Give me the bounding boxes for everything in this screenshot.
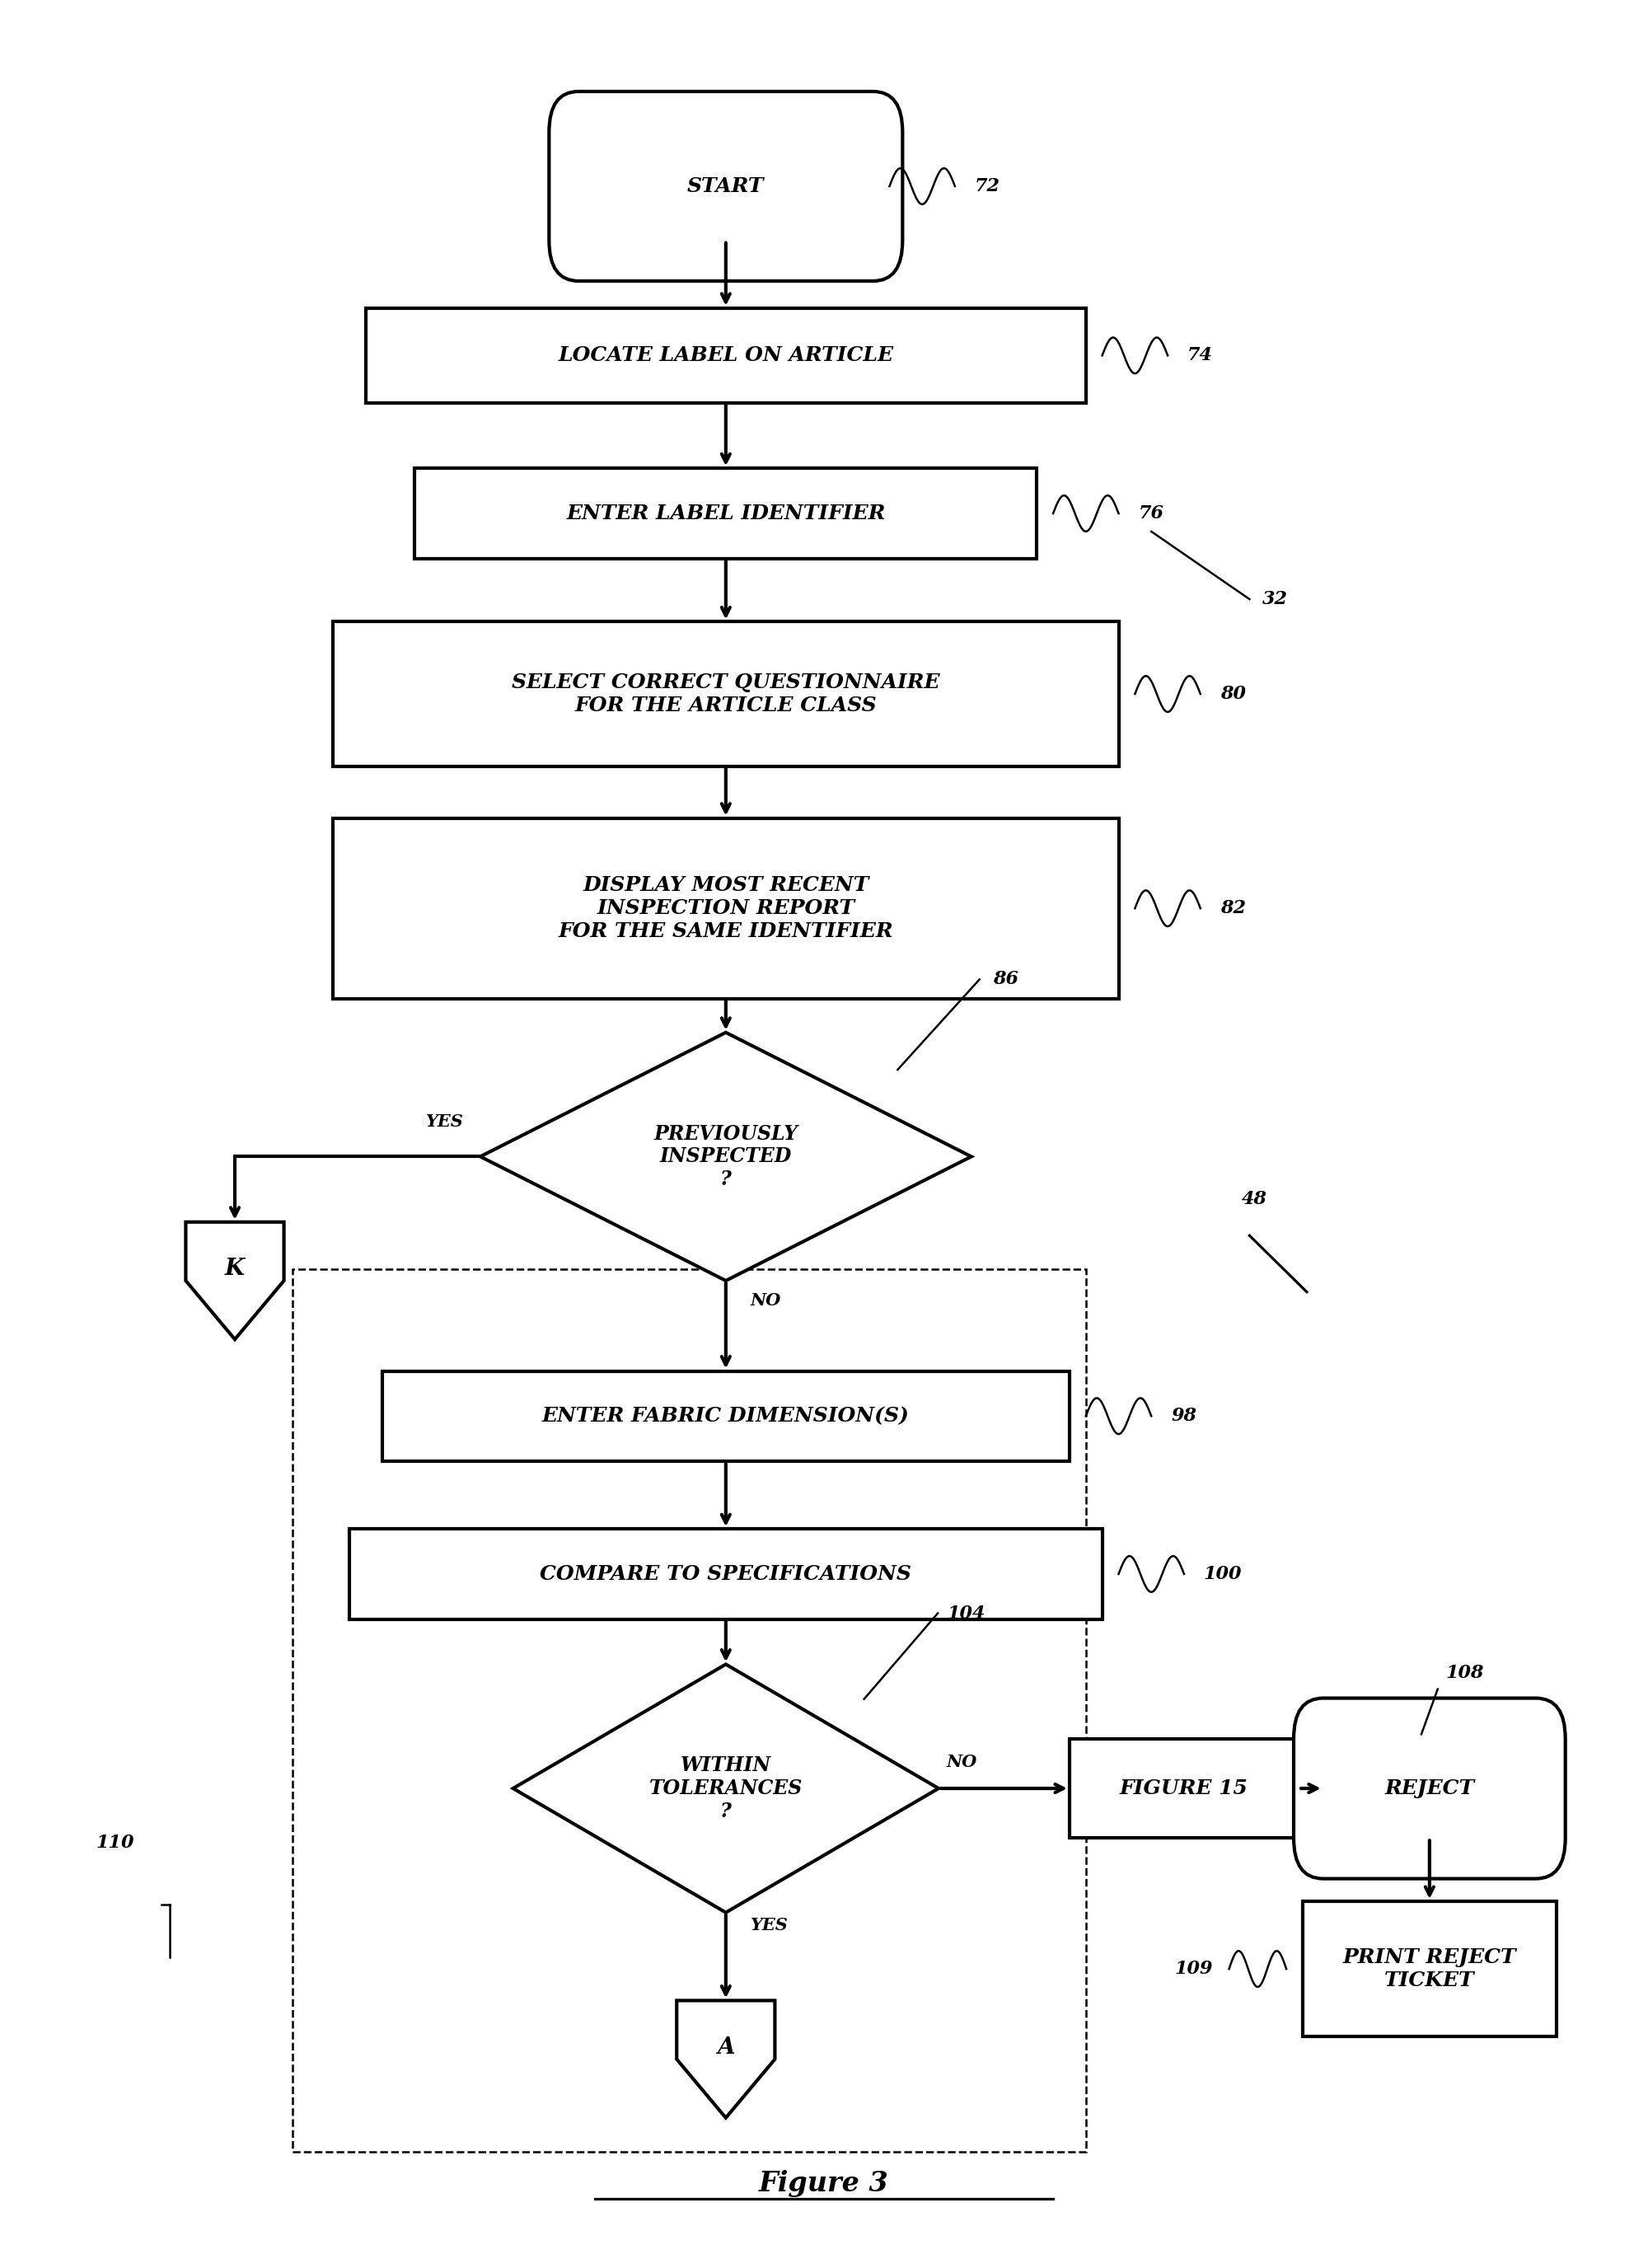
Text: 104: 104 (948, 1603, 986, 1622)
Text: 82: 82 (1220, 900, 1246, 919)
Polygon shape (186, 1222, 283, 1340)
Bar (382, 1370, 1070, 1461)
Polygon shape (513, 1665, 939, 1912)
Text: 100: 100 (1203, 1565, 1243, 1583)
Text: YES: YES (427, 1114, 465, 1129)
Text: SELECT CORRECT QUESTIONNAIRE
FOR THE ARTICLE CLASS: SELECT CORRECT QUESTIONNAIRE FOR THE ART… (513, 674, 939, 714)
Text: FIGURE 15: FIGURE 15 (1121, 1778, 1248, 1799)
Text: 72: 72 (974, 177, 1000, 195)
Polygon shape (480, 1032, 971, 1281)
Text: ENTER FABRIC DIMENSION(S): ENTER FABRIC DIMENSION(S) (542, 1406, 910, 1427)
Text: 32: 32 (1262, 590, 1289, 608)
Text: 86: 86 (992, 971, 1018, 989)
Text: 109: 109 (1175, 1960, 1213, 1978)
Text: 108: 108 (1445, 1665, 1485, 1683)
Text: 80: 80 (1220, 685, 1246, 703)
Text: COMPARE TO SPECIFICATIONS: COMPARE TO SPECIFICATIONS (541, 1565, 911, 1583)
Bar (1302, 1901, 1556, 2037)
Text: NO: NO (946, 1753, 977, 1771)
Text: DISPLAY MOST RECENT
INSPECTION REPORT
FOR THE SAME IDENTIFIER: DISPLAY MOST RECENT INSPECTION REPORT FO… (559, 875, 893, 941)
Polygon shape (677, 2000, 775, 2118)
Text: WITHIN
TOLERANCES
?: WITHIN TOLERANCES ? (649, 1755, 803, 1821)
Bar (333, 819, 1119, 998)
Text: START: START (687, 177, 765, 195)
Text: ENTER LABEL IDENTIFIER: ENTER LABEL IDENTIFIER (567, 503, 885, 524)
Text: YES: YES (750, 1916, 788, 1935)
Text: K: K (224, 1259, 246, 1279)
FancyBboxPatch shape (1294, 1699, 1566, 1878)
Text: 98: 98 (1172, 1406, 1196, 1424)
Text: A: A (717, 2037, 735, 2059)
Text: Figure 3: Figure 3 (760, 2170, 888, 2198)
Text: REJECT: REJECT (1384, 1778, 1475, 1799)
Bar (333, 621, 1119, 767)
Text: PREVIOUSLY
INSPECTED
?: PREVIOUSLY INSPECTED ? (654, 1123, 798, 1188)
Bar (1070, 1740, 1299, 1837)
Text: 74: 74 (1187, 347, 1213, 365)
Bar (292, 1270, 1086, 2152)
FancyBboxPatch shape (549, 91, 903, 281)
Text: NO: NO (750, 1293, 781, 1309)
Text: 76: 76 (1139, 503, 1163, 522)
Bar (415, 467, 1037, 558)
Text: LOCATE LABEL ON ARTICLE: LOCATE LABEL ON ARTICLE (559, 345, 893, 365)
Bar (349, 1529, 1103, 1619)
Text: 48: 48 (1241, 1191, 1267, 1209)
Bar (366, 308, 1086, 404)
Text: PRINT REJECT
TICKET: PRINT REJECT TICKET (1343, 1948, 1516, 1991)
Text: 110: 110 (96, 1835, 133, 1853)
